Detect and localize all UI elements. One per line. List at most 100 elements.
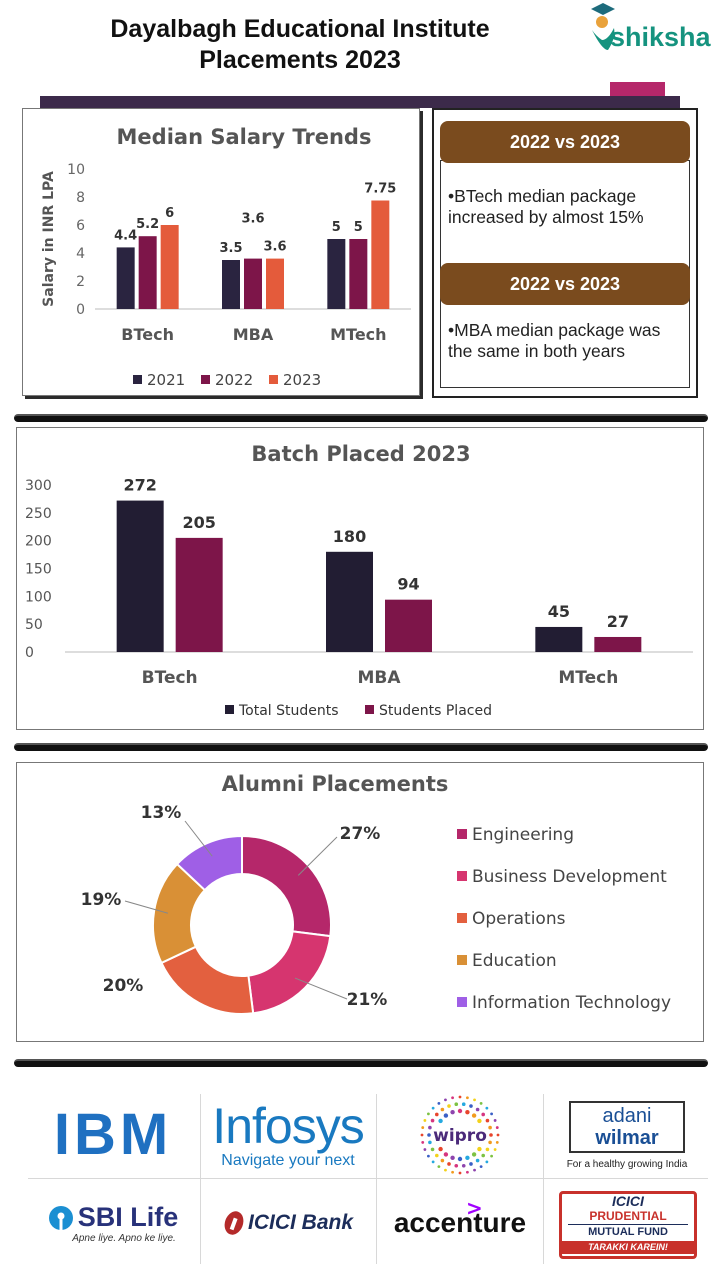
adani-box: adani wilmar (569, 1100, 685, 1153)
wipro-dot (440, 1107, 445, 1112)
wipro-dot (481, 1112, 486, 1117)
batch-placed-chart: Batch Placed 2023 0 50 100 150 200 250 300 272 20… (25, 442, 693, 719)
icici-pru-line2: PRUDENTIAL (589, 1209, 667, 1223)
y-tick-label: 50 (25, 617, 43, 633)
wipro-dot (431, 1106, 435, 1110)
wipro-dot (485, 1160, 489, 1164)
wipro-dot (451, 1170, 454, 1174)
wipro-dot (475, 1158, 480, 1163)
legend-label: Engineering (472, 825, 574, 845)
wipro-dot (495, 1141, 499, 1144)
wipro-dot (473, 1098, 476, 1102)
section-divider-3 (14, 1059, 708, 1067)
wipro-dot (428, 1125, 432, 1130)
wipro-dot (430, 1118, 435, 1123)
x-tick-label: BTech (121, 325, 174, 344)
legend-label: Education (472, 951, 557, 971)
y-tick-label: 150 (25, 562, 52, 578)
logo-grid-line (28, 1178, 708, 1179)
section-divider-2 (14, 743, 708, 751)
bar-2023-MTech (371, 200, 390, 309)
wipro-dot (444, 1098, 447, 1102)
wipro-dot (466, 1170, 469, 1174)
wipro-dot (434, 1153, 439, 1158)
wipro-dot (479, 1165, 483, 1168)
wipro-dot (427, 1112, 430, 1116)
x-tick-label: MBA (357, 668, 401, 688)
bar-Students Placed-BTech (175, 537, 223, 652)
ibm-logo-text: IBM (53, 1102, 173, 1167)
wipro-dot (495, 1126, 499, 1129)
y-tick-label: 200 (25, 534, 52, 550)
comparison-text-1: •BTech median package increased by almos… (448, 186, 684, 227)
wipro-dot (443, 1152, 449, 1157)
wipro-dot (427, 1154, 430, 1158)
legend-swatch (269, 375, 278, 384)
y-tick-label: 0 (25, 645, 34, 661)
wipro-dot (431, 1160, 435, 1164)
icici-bank-text: ICICI Bank (247, 1211, 354, 1234)
title-line-2: Placements 2023 (199, 46, 401, 74)
bar-2023-BTech (160, 225, 179, 309)
accenture-logo: accenture > (378, 1182, 542, 1264)
logo-grid-line (200, 1094, 201, 1264)
header-band (40, 96, 680, 108)
data-label: 205 (182, 513, 215, 532)
wipro-dot (428, 1140, 432, 1145)
wilmar-text: wilmar (595, 1126, 659, 1149)
comparison-text-2: •MBA median package was the same in both… (448, 320, 684, 361)
sbi-keyhole-icon (48, 1205, 73, 1230)
data-label: 6 (165, 206, 174, 221)
graduate-icon (591, 3, 615, 50)
wipro-dot (458, 1171, 462, 1175)
infosys-logo-text: Infosys (212, 1098, 364, 1154)
wipro-dot (466, 1096, 469, 1100)
brand-name: shiksha (610, 22, 711, 52)
comparison-heading-2: 2022 vs 2023 (440, 263, 690, 305)
slice-label: 20% (103, 976, 144, 996)
icici-pru-line1: ICICI (612, 1193, 644, 1209)
wipro-dot (471, 1152, 477, 1157)
x-tick-label: MBA (233, 325, 274, 344)
section-divider-1 (14, 414, 708, 422)
data-label: 94 (397, 575, 419, 594)
wipro-dot (488, 1140, 492, 1145)
legend-label: Total Students (238, 703, 339, 719)
accenture-chevron-icon: > (466, 1196, 483, 1220)
icici-bank-logo: ICICI Bank (202, 1182, 374, 1264)
slice-label: 21% (347, 990, 388, 1010)
x-tick-label: MTech (558, 668, 618, 688)
bar-2023-MBA (266, 258, 284, 309)
wipro-dot (496, 1133, 500, 1137)
data-label: 180 (333, 527, 366, 546)
data-label: 3.6 (263, 240, 286, 255)
comparison-text-1-body: BTech median package increased by almost… (448, 186, 644, 227)
legend-swatch (457, 829, 467, 839)
wipro-dot (438, 1118, 443, 1124)
median-salary-panel: Median Salary Trends 0 2 4 6 8 10 Salary in INR… (22, 108, 420, 396)
wipro-dot (450, 1155, 455, 1161)
bar-2021-MTech (327, 239, 346, 309)
leader-line (294, 977, 348, 1000)
logo-grid-line (376, 1094, 377, 1264)
wipro-dot (479, 1102, 483, 1105)
ibm-logo: IBM (28, 1096, 198, 1174)
y-tick-label: 250 (25, 506, 52, 522)
slice-label: 13% (141, 803, 182, 823)
wipro-dot (477, 1146, 482, 1152)
wipro-dot (490, 1154, 493, 1158)
donut-slice-Information Technology (175, 834, 243, 892)
leader-line (297, 836, 338, 876)
wipro-dot (457, 1108, 463, 1114)
y-tick-label: 10 (67, 162, 85, 178)
legend-label: 2022 (215, 371, 253, 389)
wipro-dot (471, 1113, 477, 1118)
wipro-dot (454, 1102, 459, 1107)
adani-text: adani (602, 1104, 652, 1127)
data-label: 27 (607, 612, 629, 631)
wipro-dot (490, 1112, 493, 1116)
legend-swatch (365, 705, 374, 714)
median-salary-chart: Median Salary Trends 0 2 4 6 8 10 Salary in INR… (41, 125, 411, 389)
wipro-dot (447, 1104, 451, 1108)
slice-label: 19% (81, 890, 122, 910)
